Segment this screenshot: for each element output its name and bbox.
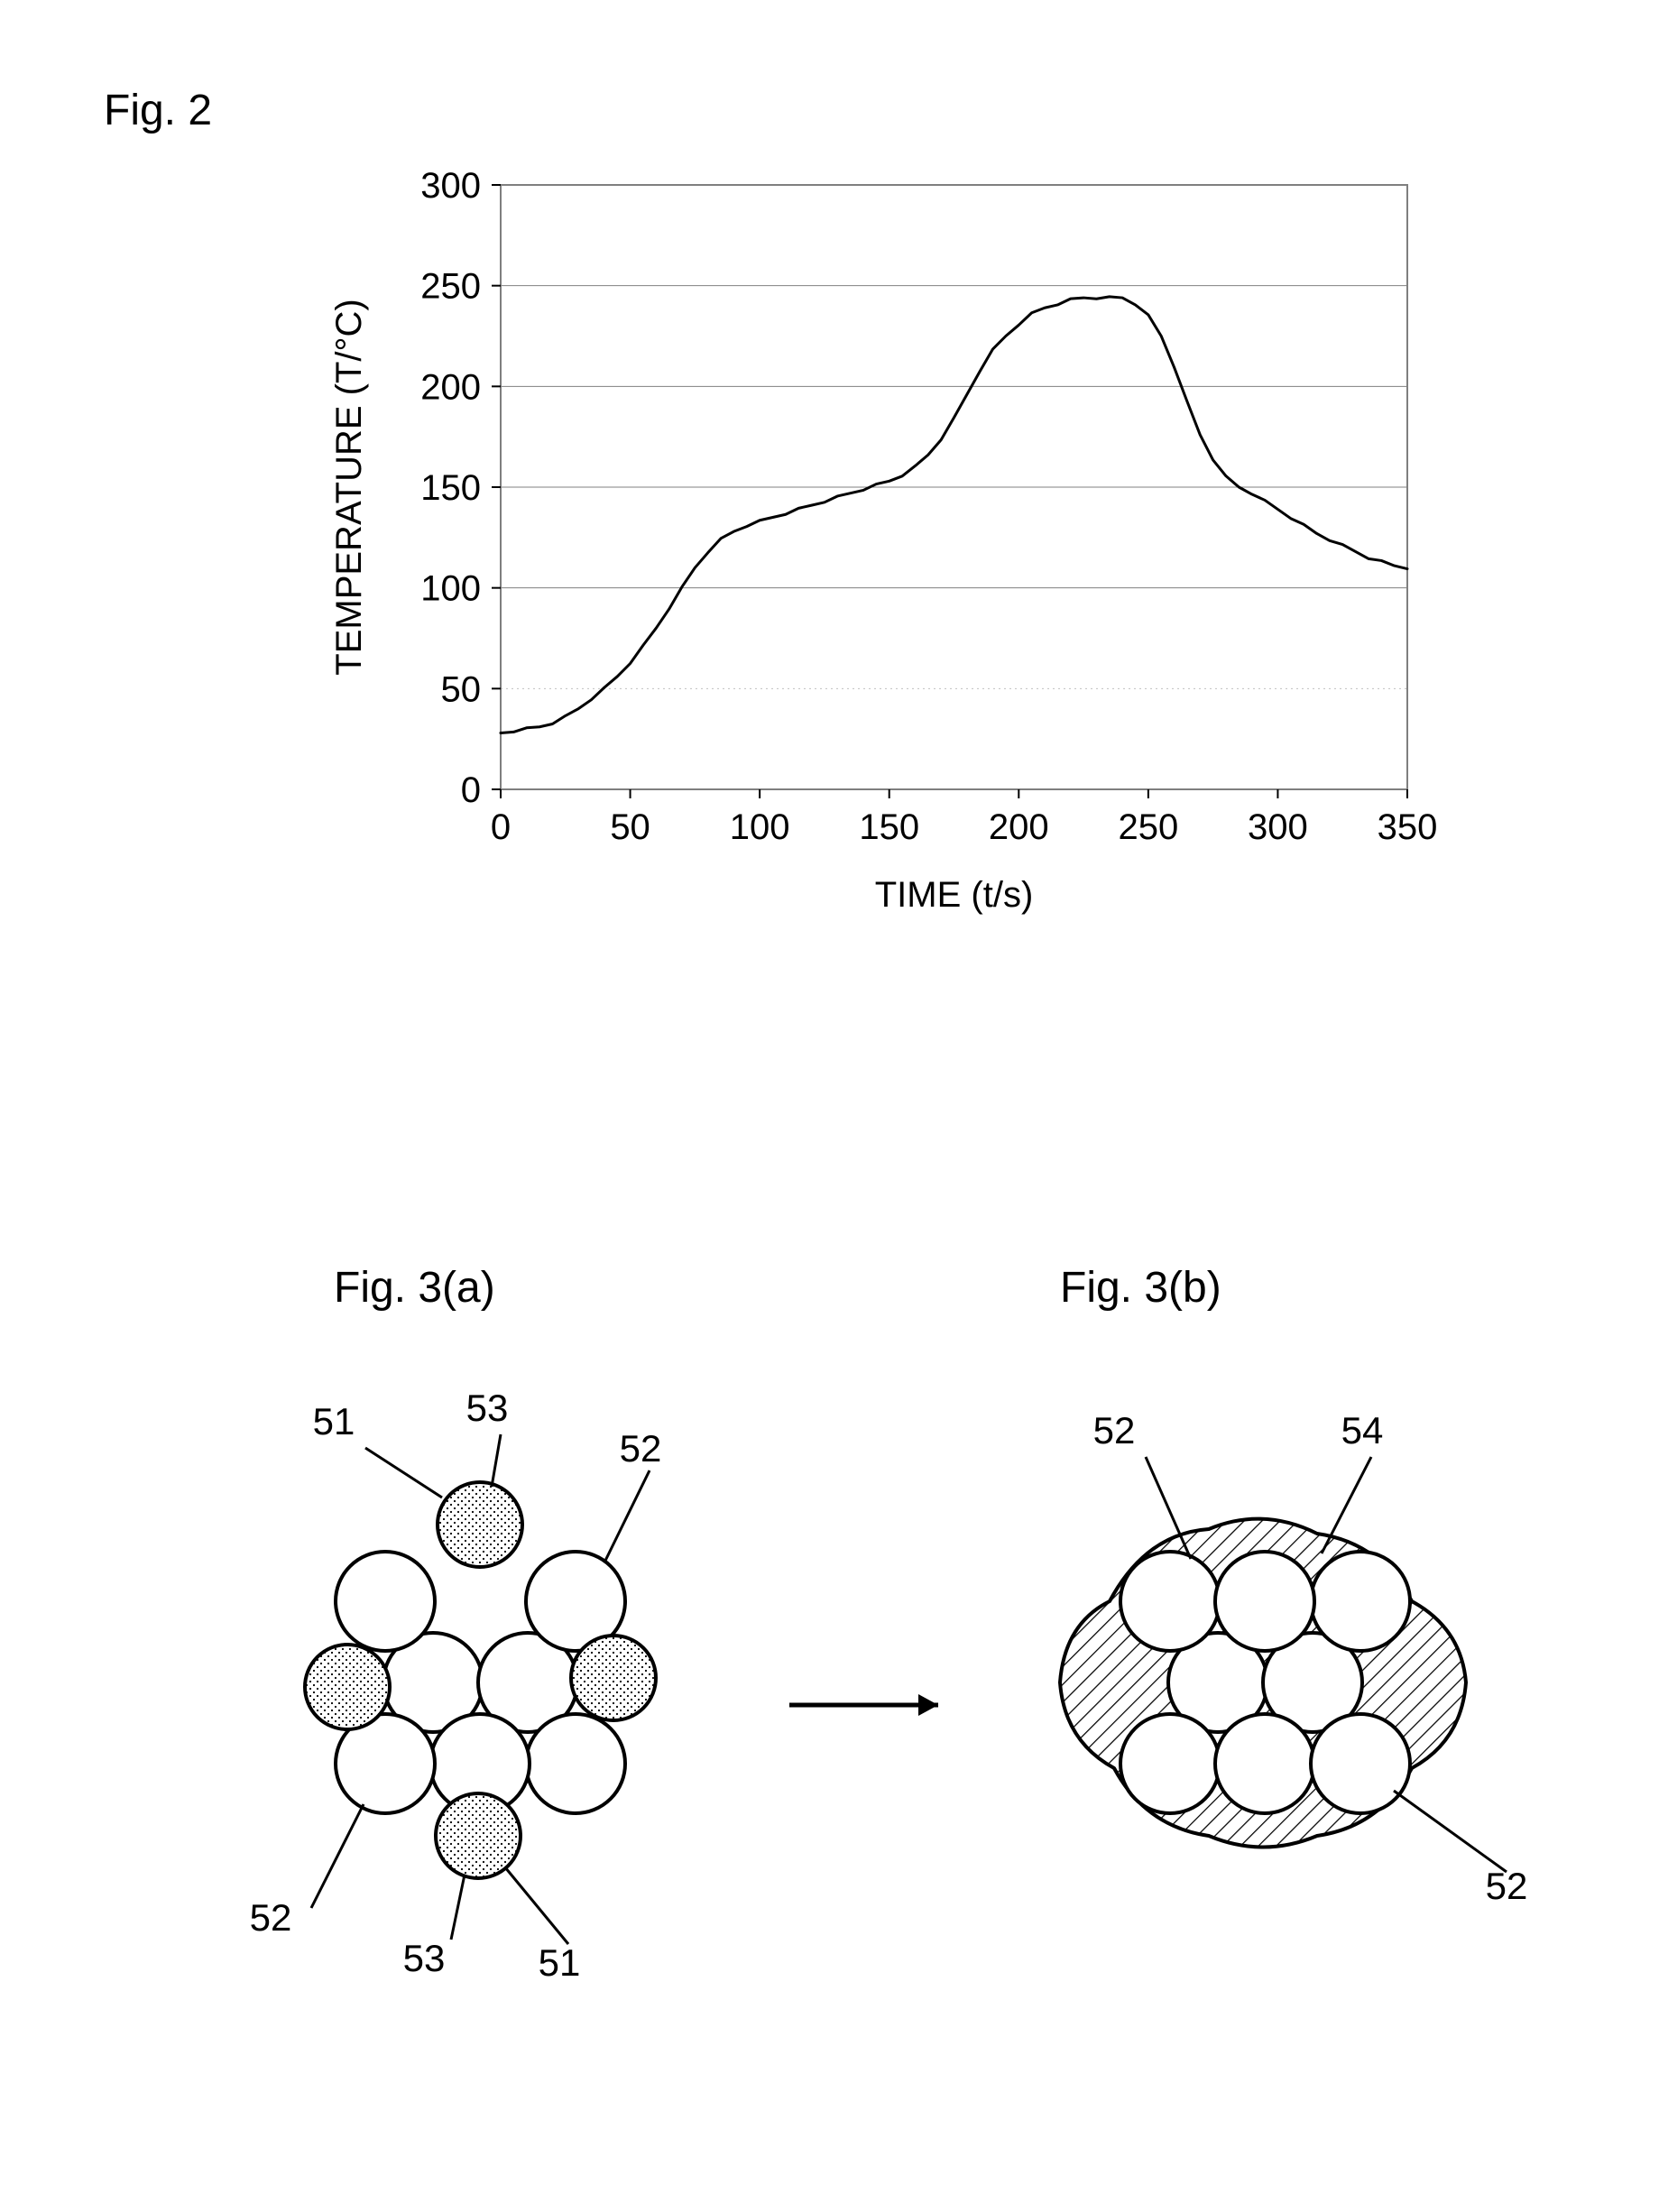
page: Fig. 2 0 50 100 150 200 250 300 0 50 100 150 200 250… bbox=[0, 0, 1659, 2212]
svg-text:51: 51 bbox=[539, 1941, 581, 1984]
svg-text:150: 150 bbox=[420, 468, 481, 508]
svg-text:54: 54 bbox=[1341, 1409, 1384, 1452]
svg-text:300: 300 bbox=[1248, 807, 1308, 847]
fig3b-label: Fig. 3(b) bbox=[1060, 1263, 1221, 1313]
fig3a-label: Fig. 3(a) bbox=[334, 1263, 495, 1313]
svg-text:52: 52 bbox=[620, 1427, 662, 1470]
svg-text:52: 52 bbox=[1093, 1409, 1136, 1452]
fig3b-diagram: 52 54 52 bbox=[920, 1326, 1597, 2052]
svg-text:200: 200 bbox=[989, 807, 1049, 847]
svg-text:100: 100 bbox=[420, 569, 481, 609]
svg-text:100: 100 bbox=[730, 807, 790, 847]
fig3a-svg: 51 53 52 52 53 51 bbox=[135, 1326, 803, 2048]
svg-text:TIME (t/s): TIME (t/s) bbox=[875, 875, 1034, 915]
svg-text:250: 250 bbox=[1118, 807, 1178, 847]
svg-text:150: 150 bbox=[859, 807, 919, 847]
fig3a-diagram: 51 53 52 52 53 51 bbox=[135, 1326, 803, 2052]
svg-text:50: 50 bbox=[610, 807, 650, 847]
fig2-label: Fig. 2 bbox=[104, 86, 212, 135]
fig2-chart: 0 50 100 150 200 250 300 0 50 100 150 200 250 300 350 T… bbox=[298, 158, 1498, 952]
svg-text:TEMPERATURE (T/°C): TEMPERATURE (T/°C) bbox=[329, 299, 369, 675]
svg-text:52: 52 bbox=[1486, 1865, 1528, 1907]
fig3b-svg: 52 54 52 bbox=[920, 1326, 1597, 2048]
svg-text:350: 350 bbox=[1378, 807, 1438, 847]
chart-svg: 0 50 100 150 200 250 300 0 50 100 150 200 250 300 350 T… bbox=[298, 158, 1498, 947]
svg-text:300: 300 bbox=[420, 166, 481, 206]
svg-text:0: 0 bbox=[461, 770, 481, 810]
svg-text:250: 250 bbox=[420, 267, 481, 307]
svg-text:52: 52 bbox=[250, 1896, 292, 1939]
svg-text:51: 51 bbox=[313, 1400, 355, 1442]
svg-text:53: 53 bbox=[403, 1937, 446, 1979]
svg-text:53: 53 bbox=[466, 1387, 509, 1429]
svg-text:50: 50 bbox=[441, 669, 482, 709]
svg-text:200: 200 bbox=[420, 367, 481, 407]
svg-text:0: 0 bbox=[491, 807, 511, 847]
